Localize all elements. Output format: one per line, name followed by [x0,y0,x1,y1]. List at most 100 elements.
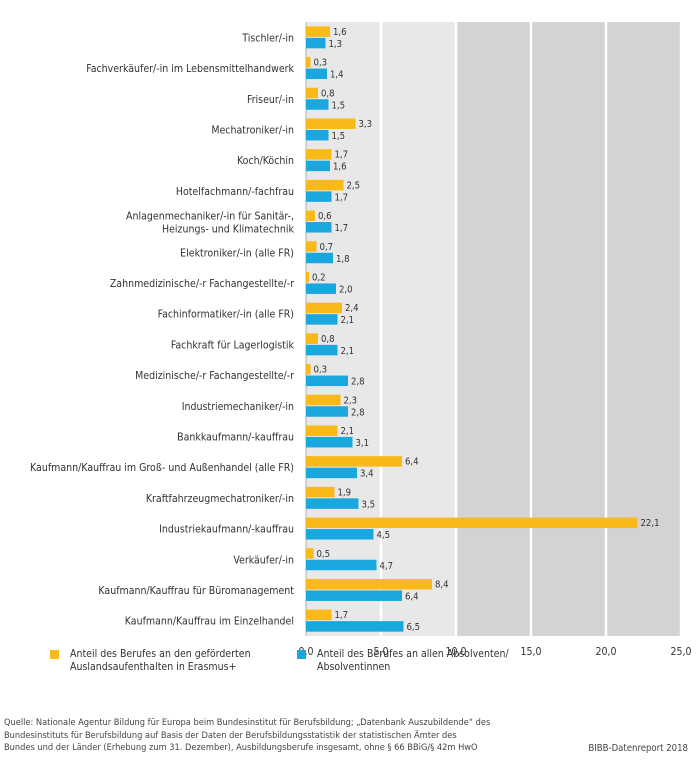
category-label-16: Industriekaufmann/-kauffrau [159,524,294,536]
bar-absolventen-4 [306,160,330,172]
category-label-9: Fachinformatiker/-in (alle FR) [158,309,294,321]
category-label-17: Verkäufer/-in [233,554,294,566]
value-label-erasmus-16: 22,1 [641,518,660,529]
value-label-erasmus-7: 0,7 [320,242,334,253]
value-label-absolventen-1: 1,4 [330,70,344,81]
value-label-erasmus-5: 2,5 [347,180,361,191]
category-label-6: Anlagenmechaniker/-in für Sanitär-, Heizu… [126,211,294,236]
value-label-erasmus-10: 0,8 [321,334,335,345]
plot-band-3 [531,22,606,636]
value-label-erasmus-13: 2,1 [341,426,355,437]
plot-band-1 [381,22,456,636]
plot-band-4 [606,22,681,636]
legend-label-erasmus-line2: Auslandsaufenthalten in Erasmus+ [70,661,237,673]
bar-absolventen-7 [306,252,333,264]
value-label-absolventen-9: 2,1 [341,315,355,326]
source-line-3: Bundes und der Länder (Erhebung zum 31. … [4,742,478,753]
value-label-erasmus-17: 0,5 [317,549,331,560]
value-label-erasmus-4: 1,7 [335,150,349,161]
bar-erasmus-9 [306,302,342,314]
bar-absolventen-16 [306,529,374,540]
category-label-8: Zahnmedizinische/-r Fachangestellte/-r [110,278,294,290]
x-tick-label-1: 5,0 [373,646,388,658]
bar-erasmus-15 [306,486,335,498]
legend-swatch-absolventen [297,650,306,659]
value-label-erasmus-1: 0,3 [314,58,328,69]
bar-absolventen-11 [306,375,348,387]
category-label-12: Industriemechaniker/-in [182,401,294,413]
bar-erasmus-5 [306,179,344,191]
category-label-2: Friseur/-in [247,94,294,106]
legend-label-absolventen: Anteil des Berufes an allen Absolventen/… [317,648,547,674]
value-label-erasmus-3: 3,3 [359,119,373,130]
source-note: Quelle: Nationale Agentur Bildung für Eu… [4,717,524,755]
value-label-erasmus-6: 0,6 [318,211,332,222]
bar-absolventen-17 [306,559,377,571]
bar-absolventen-15 [306,498,359,509]
x-tick-label-5: 25,0 [670,646,691,658]
value-label-erasmus-14: 6,4 [405,457,419,468]
value-label-absolventen-6: 1,7 [335,223,349,234]
value-label-absolventen-16: 4,5 [377,530,391,541]
value-label-absolventen-5: 1,7 [335,192,349,203]
value-label-absolventen-10: 2,1 [341,346,355,357]
value-label-absolventen-17: 4,7 [380,561,394,572]
category-label-19: Kaufmann/Kauffrau im Einzelhandel [125,616,294,628]
value-label-erasmus-12: 2,3 [344,395,358,406]
value-label-absolventen-0: 1,3 [329,39,343,50]
bar-absolventen-18 [306,590,402,601]
value-label-erasmus-0: 1,6 [333,27,347,38]
report-credit: BIBB-Datenreport 2018 [588,743,688,754]
bar-absolventen-9 [306,314,338,325]
bar-erasmus-16 [306,517,638,529]
value-label-erasmus-11: 0,3 [314,365,328,376]
x-tick-label-4: 20,0 [595,646,616,658]
bar-erasmus-13 [306,425,338,436]
bar-absolventen-5 [306,191,332,202]
value-label-absolventen-4: 1,6 [333,162,347,173]
category-label-10: Fachkraft für Lagerlogistik [171,339,295,351]
bar-absolventen-19 [306,621,404,632]
value-label-absolventen-14: 3,4 [360,469,374,480]
value-label-erasmus-18: 8,4 [435,579,449,590]
category-label-7: Elektroniker/-in (alle FR) [180,247,294,259]
bar-erasmus-8 [306,271,309,283]
category-label-6-line-1: Heizungs- und Klimatechnik [162,224,295,236]
bar-erasmus-3 [306,118,356,129]
value-label-erasmus-8: 0,2 [312,272,326,283]
bar-absolventen-0 [306,37,326,49]
source-line-1: Quelle: Nationale Agentur Bildung für Eu… [4,717,491,728]
value-label-absolventen-7: 1,8 [336,254,350,265]
bar-erasmus-10 [306,333,318,344]
value-label-erasmus-9: 2,4 [345,303,359,314]
bar-erasmus-1 [306,57,311,68]
value-label-absolventen-2: 1,5 [332,100,346,111]
legend-label-absolventen-line1: Anteil des Berufes an allen Absolventen/ [317,648,509,660]
x-tick-label-2: 10,0 [445,646,466,658]
value-label-erasmus-2: 0,8 [321,88,335,99]
bar-erasmus-0 [306,26,330,37]
bar-erasmus-2 [306,87,318,99]
bar-absolventen-13 [306,436,353,448]
bar-erasmus-19 [306,609,332,621]
bar-erasmus-17 [306,548,314,559]
value-label-absolventen-11: 2,8 [351,377,365,388]
category-label-15: Kraftfahrzeugmechatroniker/-in [146,493,294,505]
value-label-erasmus-19: 1,7 [335,610,349,621]
bar-erasmus-7 [306,241,317,252]
category-label-3: Mechatroniker/-in [211,124,294,136]
bar-absolventen-1 [306,68,327,80]
source-line-2: Bundesinstituts für Berufsbildung auf Ba… [4,729,457,741]
legend-label-erasmus: Anteil des Berufes an den geförderten Au… [70,648,300,674]
bar-absolventen-8 [306,283,336,294]
plot-band-2 [456,22,531,636]
category-label-4: Koch/Köchin [237,155,294,167]
bar-erasmus-14 [306,456,402,467]
bar-absolventen-6 [306,222,332,233]
plot-band-0 [306,22,381,636]
value-label-absolventen-19: 6,5 [407,622,421,633]
bar-absolventen-10 [306,344,338,356]
category-label-6-line-0: Anlagenmechaniker/-in für Sanitär-, [126,211,294,223]
value-label-absolventen-12: 2,8 [351,407,365,418]
